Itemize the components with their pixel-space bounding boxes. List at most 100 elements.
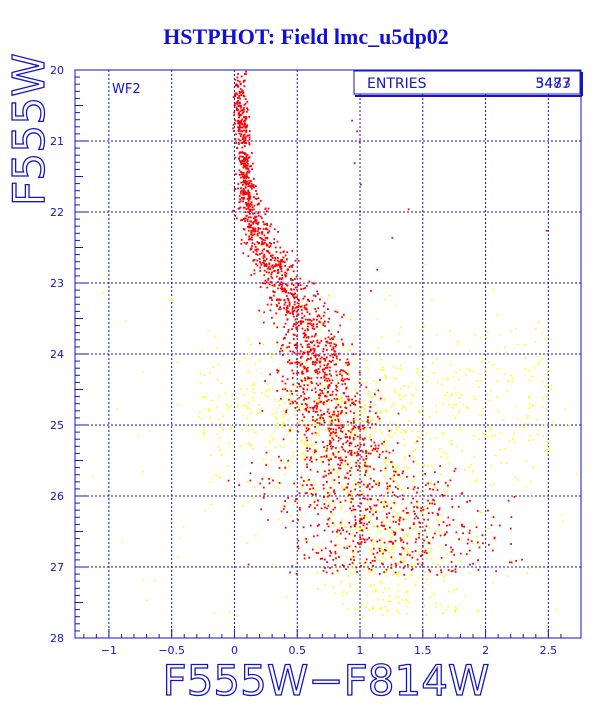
data-point xyxy=(325,489,327,492)
data-point xyxy=(314,404,317,407)
data-point xyxy=(331,390,334,393)
data-point xyxy=(332,336,335,339)
data-point xyxy=(235,83,238,86)
data-point xyxy=(296,344,299,347)
data-point xyxy=(278,367,281,369)
data-point xyxy=(402,518,405,521)
data-point xyxy=(328,384,331,387)
data-point xyxy=(280,281,283,284)
data-point xyxy=(395,367,398,370)
data-point xyxy=(356,451,359,454)
data-point xyxy=(275,424,277,427)
data-point xyxy=(241,159,243,162)
data-point xyxy=(411,555,413,558)
data-point xyxy=(450,477,453,479)
data-point xyxy=(384,461,386,464)
data-point xyxy=(247,207,250,210)
data-point xyxy=(291,305,294,308)
data-point xyxy=(240,130,242,133)
data-point xyxy=(366,516,368,519)
data-point xyxy=(276,326,279,329)
data-point xyxy=(437,545,440,548)
data-point xyxy=(334,592,337,595)
data-point xyxy=(297,305,300,307)
data-point xyxy=(327,362,329,365)
data-point xyxy=(349,507,351,510)
data-point xyxy=(344,450,346,453)
data-point xyxy=(300,288,303,290)
data-point xyxy=(307,318,309,321)
data-point xyxy=(304,492,307,495)
data-point xyxy=(345,433,347,436)
data-point xyxy=(384,548,386,551)
data-point xyxy=(291,279,294,281)
data-point xyxy=(270,435,273,438)
data-point xyxy=(332,410,335,413)
data-point xyxy=(297,500,299,503)
data-point xyxy=(330,399,333,402)
data-point xyxy=(332,500,334,502)
data-point xyxy=(292,401,294,404)
data-point xyxy=(415,448,417,451)
data-point xyxy=(239,200,242,203)
data-point xyxy=(337,405,340,407)
data-point xyxy=(388,435,391,437)
data-point xyxy=(386,505,388,508)
data-point xyxy=(393,502,396,504)
data-point xyxy=(491,549,494,552)
data-point xyxy=(281,344,283,347)
data-point xyxy=(330,348,333,351)
data-point xyxy=(374,482,376,484)
data-point xyxy=(270,273,273,275)
data-point xyxy=(361,604,363,606)
data-point xyxy=(316,318,318,321)
data-point xyxy=(360,529,363,532)
data-point xyxy=(319,558,322,560)
data-point xyxy=(405,507,408,510)
data-point xyxy=(287,497,289,499)
data-point xyxy=(389,552,391,555)
data-point xyxy=(239,192,242,195)
data-point xyxy=(239,151,242,154)
data-point xyxy=(259,227,262,230)
data-point xyxy=(260,372,262,374)
data-point xyxy=(301,346,304,348)
data-point xyxy=(327,387,330,390)
data-point xyxy=(412,475,415,478)
data-point xyxy=(436,334,438,336)
data-point xyxy=(334,419,337,421)
data-point xyxy=(413,527,415,530)
data-point xyxy=(263,262,265,265)
data-point xyxy=(352,550,355,552)
data-point xyxy=(354,612,357,615)
data-point xyxy=(378,419,381,422)
data-point xyxy=(348,378,350,381)
data-point xyxy=(308,382,311,384)
data-point xyxy=(528,407,530,409)
data-point xyxy=(237,474,239,477)
data-point xyxy=(248,180,251,182)
data-point xyxy=(252,185,255,188)
data-point xyxy=(241,219,243,221)
data-point xyxy=(283,336,286,339)
data-point xyxy=(412,523,415,526)
data-point xyxy=(248,223,251,225)
data-point xyxy=(416,463,418,465)
data-point xyxy=(352,420,355,422)
data-point xyxy=(525,460,528,462)
data-point xyxy=(358,371,361,374)
data-point xyxy=(537,363,539,366)
data-point xyxy=(320,356,323,359)
data-point xyxy=(424,525,427,527)
data-point xyxy=(374,423,377,426)
data-point xyxy=(349,453,352,456)
data-point xyxy=(256,241,259,243)
data-point xyxy=(315,354,317,357)
data-point xyxy=(294,400,297,403)
data-point xyxy=(339,521,342,524)
data-point xyxy=(364,461,366,464)
data-point xyxy=(330,416,333,419)
data-point xyxy=(394,304,397,307)
data-point xyxy=(337,352,340,355)
data-point xyxy=(373,560,376,562)
